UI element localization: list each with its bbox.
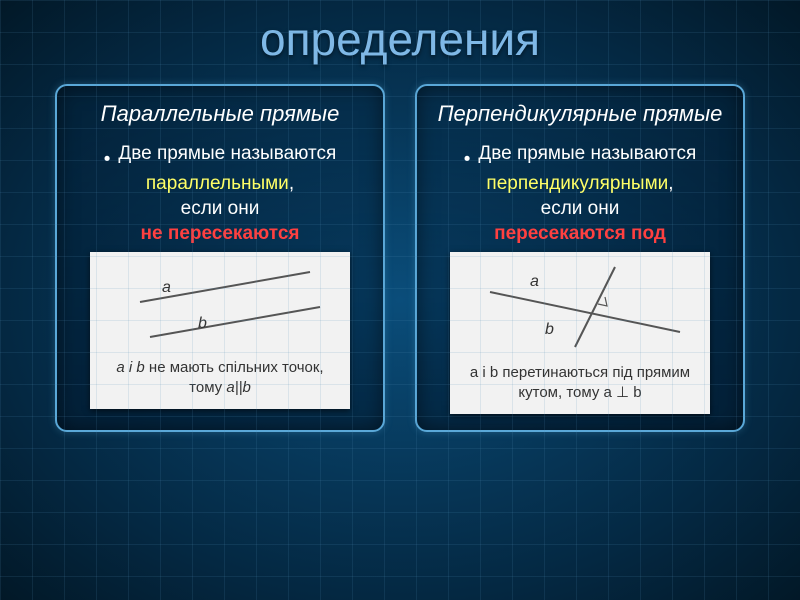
card-perpendicular-highlight1: перпендикулярными — [486, 173, 668, 194]
label-a: a — [162, 279, 171, 296]
perpendicular-lines-icon: a b — [470, 262, 690, 357]
parallel-lines-icon: a b — [110, 262, 330, 352]
caption-pre: a i b — [470, 364, 498, 381]
figure-perpendicular-caption: a i b перетинаються під прямим кутом, то… — [458, 363, 702, 402]
card-perpendicular-body: • Две прямые называются перпендикулярным… — [427, 142, 733, 247]
card-parallel-heading: Параллельные прямые — [67, 100, 373, 128]
perp-icon: ⊥ — [616, 384, 629, 401]
card-perpendicular: Перпендикулярные прямые • Две прямые наз… — [415, 84, 745, 432]
caption-rel: a||b — [226, 379, 250, 396]
caption-end: b — [629, 384, 642, 401]
bullet-icon: • — [104, 148, 111, 173]
label-b: b — [545, 321, 554, 338]
caption-ab: a i b — [116, 359, 144, 376]
card-perpendicular-line2: если они — [427, 197, 733, 222]
caption-mid: перетинаються під прямим кутом, тому a — [498, 364, 690, 401]
card-perpendicular-highlight2: пересекаются под — [427, 222, 733, 247]
figure-parallel: a b a i b не мають спільних точок, тому … — [90, 252, 350, 409]
card-parallel-highlight1: параллельными — [146, 173, 289, 194]
card-perpendicular-heading: Перпендикулярные прямые — [427, 100, 733, 128]
bullet-icon: • — [464, 148, 471, 173]
card-parallel: Параллельные прямые • Две прямые называю… — [55, 84, 385, 432]
card-perpendicular-line1: Две прямые называются — [478, 142, 696, 167]
card-parallel-highlight2: не пересекаются — [67, 222, 373, 247]
page-title: определения — [0, 0, 800, 66]
card-perpendicular-punct: , — [668, 173, 673, 194]
card-parallel-line1: Две прямые называются — [118, 142, 336, 167]
figure-parallel-caption: a i b не мають спільних точок, тому a||b — [98, 358, 342, 397]
card-parallel-punct: , — [289, 173, 294, 194]
figure-perpendicular: a b a i b перетинаються під прямим кутом… — [450, 252, 710, 414]
card-parallel-body: • Две прямые называются параллельными, е… — [67, 142, 373, 247]
card-parallel-line2: если они — [67, 197, 373, 222]
columns-container: Параллельные прямые • Две прямые называю… — [0, 84, 800, 432]
label-a: a — [530, 273, 539, 290]
label-b: b — [198, 315, 207, 332]
